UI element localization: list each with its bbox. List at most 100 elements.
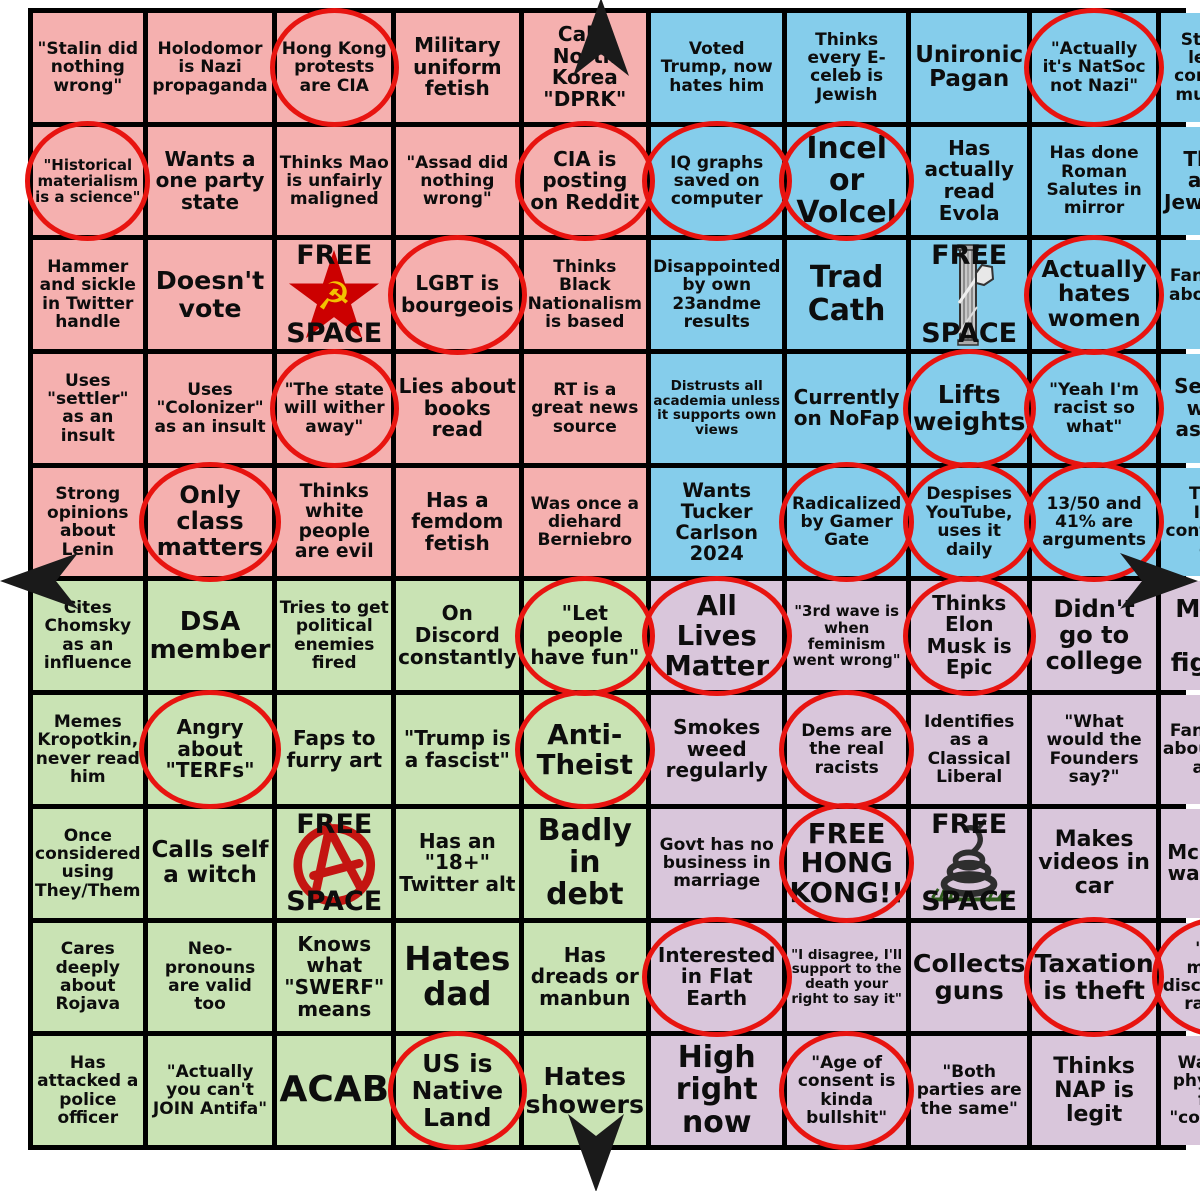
bingo-cell[interactable]: Knows what "SWERF" means — [277, 922, 392, 1032]
bingo-cell[interactable]: Hates showers — [523, 1036, 647, 1145]
bingo-cell[interactable]: Radicalized by Gamer Gate — [779, 462, 915, 582]
bingo-cell[interactable]: Disappointed by own 23andme results — [651, 240, 783, 350]
bingo-cell[interactable]: Thinks white people are evil — [277, 467, 392, 577]
bingo-cell[interactable]: Once considered using They/Them — [33, 808, 143, 918]
free-space-cell[interactable]: FREE SPACE — [910, 808, 1028, 918]
bingo-cell[interactable]: DSA member — [147, 581, 273, 691]
bingo-cell[interactable]: Uses "settler" as an insult — [33, 354, 143, 463]
bingo-cell[interactable]: Govt has no business in marriage — [651, 808, 783, 918]
bingo-cell[interactable]: Thinks Mao is unfairly maligned — [277, 126, 392, 236]
bingo-cell[interactable]: Makes 6 figures — [1160, 581, 1200, 691]
bingo-cell[interactable]: Identifies as a Classical Liberal — [910, 695, 1028, 804]
bingo-cell[interactable]: Lifts weights — [902, 348, 1036, 469]
bingo-cell[interactable]: Incel or Volcel — [779, 121, 915, 241]
bingo-cell[interactable]: "What would the Founders say?" — [1032, 695, 1156, 804]
bingo-cell[interactable]: Wants a one party state — [147, 126, 273, 236]
cell-text: Thinks about Jews daily — [1164, 146, 1200, 214]
bingo-cell[interactable]: Strong opinions about Lenin — [33, 467, 143, 577]
bingo-cell[interactable]: CIA is posting on Reddit — [514, 121, 655, 241]
bingo-cell[interactable]: Despises YouTube, uses it daily — [902, 462, 1036, 582]
bingo-cell[interactable]: Thinks Israel controls US govt — [1160, 467, 1200, 577]
bingo-cell[interactable]: "Historical materialism is a science" — [25, 121, 151, 241]
bingo-cell[interactable]: On Discord constantly — [396, 581, 519, 691]
bingo-cell[interactable]: Thinks Black Nationalism is based — [523, 240, 647, 350]
bingo-cell[interactable]: "Age of consent is kinda bullshit" — [779, 1030, 915, 1151]
bingo-cell[interactable]: Was once a diehard Berniebro — [523, 467, 647, 577]
bingo-cell[interactable]: ACAB — [277, 1036, 392, 1145]
bingo-cell[interactable]: Fantasizes about being a CEO — [1160, 695, 1200, 804]
bingo-cell[interactable]: Wants Tucker Carlson 2024 — [651, 467, 783, 577]
bingo-cell[interactable]: Anti-Theist — [514, 689, 655, 810]
bingo-cell[interactable]: Has a femdom fetish — [396, 467, 519, 577]
bingo-cell[interactable]: Badly in debt — [523, 808, 647, 918]
bingo-cell[interactable]: Only class matters — [138, 462, 282, 582]
bingo-cell[interactable]: Voted Trump, now hates him — [651, 13, 783, 122]
bingo-cell[interactable]: Uses "Colonizer" as an insult — [147, 354, 273, 463]
bingo-cell[interactable]: FREE HONG KONG!! — [779, 803, 915, 924]
bingo-cell[interactable]: Hammer and sickle in Twitter handle — [33, 240, 143, 350]
bingo-cell[interactable]: "Actually you can't JOIN Antifa" — [147, 1036, 273, 1145]
bingo-cell[interactable]: Has done Roman Salutes in mirror — [1032, 126, 1156, 236]
bingo-cell[interactable]: "3rd wave is when feminism went wrong" — [787, 581, 906, 691]
bingo-cell[interactable]: Dems are the real racists — [779, 689, 915, 810]
bingo-cell[interactable]: Trad Cath — [787, 240, 906, 350]
bingo-cell[interactable]: "Assad did nothing wrong" — [396, 126, 519, 236]
bingo-cell[interactable]: Thinks NAP is legit — [1032, 1036, 1156, 1145]
bingo-cell[interactable]: "Yeah I'm racist so what" — [1023, 348, 1165, 469]
bingo-cell[interactable]: Faps to furry art — [277, 695, 392, 804]
bingo-cell[interactable]: Memes Kropotkin, never read him — [33, 695, 143, 804]
bingo-cell[interactable]: Hates dad — [396, 922, 519, 1032]
bingo-cell[interactable]: Lies about books read — [396, 354, 519, 463]
bingo-cell[interactable]: Has attacked a police officer — [33, 1036, 143, 1145]
bingo-cell[interactable]: Hong Kong protests are CIA — [269, 7, 400, 128]
bingo-cell[interactable]: Tries to get political enemies fired — [277, 581, 392, 691]
bingo-cell[interactable]: Currently on NoFap — [787, 354, 906, 463]
bingo-cell[interactable]: Fantasizes about race war — [1160, 240, 1200, 350]
bingo-cell[interactable]: Cites Chomsky as an influence — [33, 581, 143, 691]
bingo-cell[interactable]: Unironic Pagan — [910, 13, 1028, 122]
bingo-cell[interactable]: Doesn't vote — [147, 240, 273, 350]
free-space-cell[interactable]: FREE SPACE — [277, 808, 392, 918]
bingo-cell[interactable]: "Actually it's NatSoc not Nazi" — [1023, 7, 1165, 128]
bingo-cell[interactable]: "Let people have fun" — [514, 576, 655, 696]
bingo-cell[interactable]: Angry about "TERFs" — [138, 689, 282, 810]
bingo-cell[interactable]: Thinks about Jews daily — [1160, 126, 1200, 236]
bingo-cell[interactable]: Interested in Flat Earth — [641, 917, 792, 1037]
bingo-cell[interactable]: LGBT is bourgeois — [387, 234, 528, 355]
bingo-cell[interactable]: Cares deeply about Rojava — [33, 922, 143, 1032]
bingo-cell[interactable]: "Trump is a fascist" — [396, 695, 519, 804]
bingo-cell[interactable]: Has actually read Evola — [910, 126, 1028, 236]
bingo-cell[interactable]: Calls self a witch — [147, 808, 273, 918]
bingo-cell[interactable]: Has an "18+" Twitter alt — [396, 808, 519, 918]
bingo-cell[interactable]: US is Native Land — [387, 1030, 528, 1151]
bingo-cell[interactable]: Secretly wants asian gf — [1160, 354, 1200, 463]
bingo-cell[interactable]: Military uniform fetish — [396, 13, 519, 122]
bingo-cell[interactable]: Thinks Elon Musk is Epic — [902, 576, 1036, 696]
bingo-cell[interactable]: Wants to physically fight "commies" — [1160, 1036, 1200, 1145]
bingo-cell[interactable]: Stans at least 1 convicted murderer — [1160, 13, 1200, 122]
bingo-cell[interactable]: High right now — [651, 1036, 783, 1145]
bingo-cell[interactable]: Didn't go to college — [1032, 581, 1156, 691]
bingo-cell[interactable]: "Free market discourages racism" — [1152, 917, 1200, 1037]
bingo-cell[interactable]: Collects guns — [910, 922, 1028, 1032]
bingo-cell[interactable]: "I disagree, I'll support to the death y… — [787, 922, 906, 1032]
bingo-cell[interactable]: Taxation is theft — [1023, 917, 1165, 1037]
bingo-cell[interactable]: IQ graphs saved on computer — [641, 121, 792, 241]
bingo-cell[interactable]: "Both parties are the same" — [910, 1036, 1028, 1145]
cell-text: Stans at least 1 convicted murderer — [1174, 29, 1200, 105]
bingo-cell[interactable]: Smokes weed regularly — [651, 695, 783, 804]
bingo-cell[interactable]: All Lives Matter — [641, 576, 792, 696]
bingo-cell[interactable]: "The state will wither away" — [269, 348, 400, 469]
bingo-cell[interactable]: Holodomor is Nazi propaganda — [147, 13, 273, 122]
bingo-cell[interactable]: Makes videos in car — [1032, 808, 1156, 918]
free-space-cell[interactable]: FREE SPACE — [910, 240, 1028, 350]
bingo-cell[interactable]: Thinks every E-celeb is Jewish — [787, 13, 906, 122]
bingo-cell[interactable]: "Stalin did nothing wrong" — [33, 13, 143, 122]
bingo-cell[interactable]: RT is a great news source — [523, 354, 647, 463]
free-space-cell[interactable]: FREE ☭ SPACE — [277, 240, 392, 350]
bingo-cell[interactable]: Neo-pronouns are valid too — [147, 922, 273, 1032]
bingo-cell[interactable]: Has dreads or manbun — [523, 922, 647, 1032]
bingo-cell[interactable]: Actually hates women — [1023, 234, 1165, 355]
bingo-cell[interactable]: Distrusts all academia unless it support… — [651, 354, 783, 463]
bingo-cell[interactable]: McCarthy was right — [1160, 808, 1200, 918]
